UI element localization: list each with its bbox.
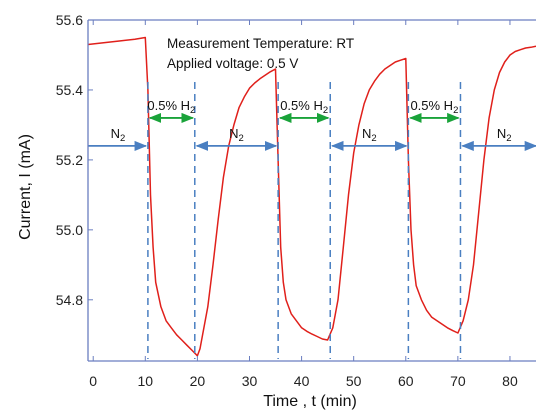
- current-series-line: [87, 36, 536, 357]
- y-tick-label: 55.2: [56, 152, 83, 168]
- n2-label: N2: [497, 126, 512, 144]
- h2-label: 0.5% H2: [410, 98, 458, 116]
- n2-label: N2: [229, 126, 244, 144]
- switch-lines: [147, 82, 462, 359]
- x-tick-label: 30: [242, 373, 258, 389]
- y-axis-title: Current, I (mA): [17, 134, 34, 240]
- h2-label: 0.5% H2: [147, 98, 195, 116]
- y-tick-label: 55.4: [56, 82, 83, 98]
- x-tick-label: 10: [138, 373, 154, 389]
- x-tick-label: 20: [190, 373, 206, 389]
- y-tick-label: 54.8: [56, 292, 83, 308]
- y-tick-label: 55.6: [56, 12, 83, 28]
- h2-label: 0.5% H2: [280, 98, 328, 116]
- x-tick-label: 0: [89, 373, 97, 389]
- gas-arrows: N2 0.5% H2 N2 0.5% H2 N2 0.5% H2 N2: [88, 98, 536, 151]
- x-tick-label: 80: [502, 373, 518, 389]
- x-axis-title: Time , t (min): [263, 393, 357, 410]
- x-tick-label: 60: [398, 373, 414, 389]
- x-tick-label: 70: [450, 373, 466, 389]
- y-tick-label: 55.0: [56, 222, 83, 238]
- axes: 54.8 55.0 55.2 55.4 55.6 0 10 20 30 40 50 60 70 80: [56, 12, 536, 389]
- curve-layer: [87, 36, 536, 357]
- annotation-temperature: Measurement Temperature: RT: [167, 36, 354, 51]
- x-tick-label: 50: [346, 373, 362, 389]
- n2-label: N2: [111, 126, 126, 144]
- annotation-voltage: Applied voltage: 0.5 V: [167, 56, 298, 71]
- n2-label: N2: [362, 126, 377, 144]
- x-tick-label: 40: [294, 373, 310, 389]
